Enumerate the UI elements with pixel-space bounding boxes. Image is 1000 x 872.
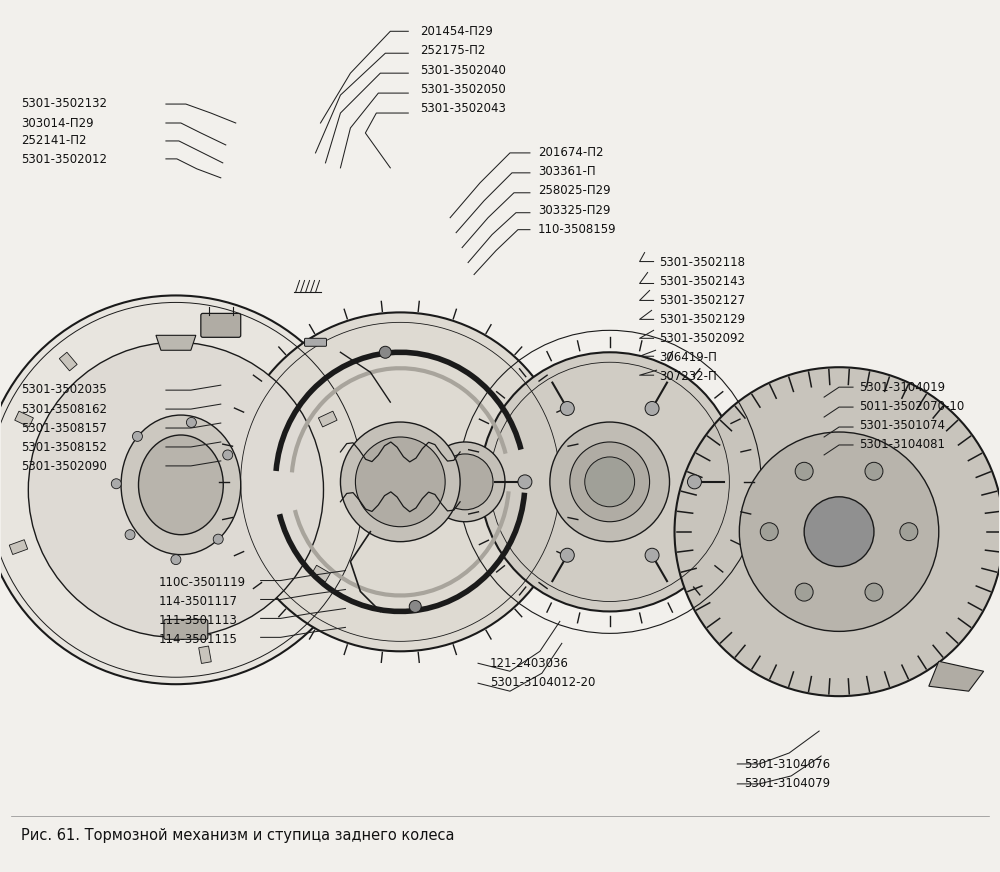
Text: 5301-3104079: 5301-3104079 xyxy=(744,777,830,790)
Text: 5301-3508152: 5301-3508152 xyxy=(21,441,107,453)
Text: 252141-П2: 252141-П2 xyxy=(21,134,87,147)
Circle shape xyxy=(795,462,813,480)
Circle shape xyxy=(900,522,918,541)
Ellipse shape xyxy=(121,415,241,555)
Bar xyxy=(9,540,28,555)
Bar xyxy=(59,352,77,371)
Circle shape xyxy=(437,454,493,510)
Circle shape xyxy=(645,401,659,415)
Bar xyxy=(318,412,337,427)
FancyBboxPatch shape xyxy=(201,313,241,337)
Circle shape xyxy=(171,555,181,564)
Circle shape xyxy=(111,479,121,488)
Text: 5301-3502092: 5301-3502092 xyxy=(660,332,746,345)
Text: Рис. 61. Тормозной механизм и ступица заднего колеса: Рис. 61. Тормозной механизм и ступица за… xyxy=(21,828,455,842)
Text: 5301-3508162: 5301-3508162 xyxy=(21,403,107,416)
Circle shape xyxy=(125,529,135,540)
Text: 121-2403036: 121-2403036 xyxy=(490,657,569,671)
Circle shape xyxy=(739,432,939,631)
Text: 5301-3508157: 5301-3508157 xyxy=(21,422,107,434)
Text: 258025-П29: 258025-П29 xyxy=(538,184,611,197)
Text: 5301-3104019: 5301-3104019 xyxy=(859,381,945,394)
Text: 201454-П29: 201454-П29 xyxy=(420,25,493,38)
Text: 306419-П: 306419-П xyxy=(660,351,717,364)
Circle shape xyxy=(231,312,570,651)
Circle shape xyxy=(223,450,233,460)
Text: 5301-3502035: 5301-3502035 xyxy=(21,384,107,397)
Text: 252175-П2: 252175-П2 xyxy=(420,44,486,58)
Text: 5301-3502143: 5301-3502143 xyxy=(660,275,746,288)
Circle shape xyxy=(675,367,1000,696)
Circle shape xyxy=(560,401,574,415)
Circle shape xyxy=(425,442,505,521)
Circle shape xyxy=(760,522,778,541)
Text: 114-3501115: 114-3501115 xyxy=(159,633,238,646)
Circle shape xyxy=(379,346,391,358)
Bar xyxy=(212,319,226,337)
Circle shape xyxy=(0,296,370,685)
Circle shape xyxy=(480,352,739,611)
Circle shape xyxy=(28,343,323,637)
Circle shape xyxy=(213,535,223,544)
Circle shape xyxy=(550,422,670,542)
Text: 307232-П: 307232-П xyxy=(660,371,717,384)
Text: 110С-3501119: 110С-3501119 xyxy=(159,576,246,589)
Text: 5301-3502090: 5301-3502090 xyxy=(21,460,107,473)
Circle shape xyxy=(518,475,532,489)
Text: 5301-3104076: 5301-3104076 xyxy=(744,758,830,771)
Text: 5301-3502127: 5301-3502127 xyxy=(660,294,746,307)
Circle shape xyxy=(409,601,421,612)
Circle shape xyxy=(865,583,883,601)
Circle shape xyxy=(795,583,813,601)
Text: 5301-3104012-20: 5301-3104012-20 xyxy=(490,677,595,690)
Text: ИДЕЯ: ИДЕЯ xyxy=(341,424,659,521)
Text: 5301-3502129: 5301-3502129 xyxy=(660,313,746,326)
Text: 303361-П: 303361-П xyxy=(538,166,596,178)
Text: 111-3501113: 111-3501113 xyxy=(159,614,238,627)
Polygon shape xyxy=(929,661,984,691)
Circle shape xyxy=(355,437,445,527)
Text: 5301-3501074: 5301-3501074 xyxy=(859,419,945,432)
Circle shape xyxy=(687,475,701,489)
Circle shape xyxy=(865,462,883,480)
Circle shape xyxy=(645,548,659,562)
Circle shape xyxy=(560,548,574,562)
Ellipse shape xyxy=(139,435,223,535)
Text: 114-3501117: 114-3501117 xyxy=(159,595,238,608)
Circle shape xyxy=(186,418,196,427)
Circle shape xyxy=(570,442,650,521)
Circle shape xyxy=(804,497,874,567)
Text: 303325-П29: 303325-П29 xyxy=(538,203,610,216)
Circle shape xyxy=(585,457,635,507)
Bar xyxy=(199,646,211,664)
Text: 5301-3502132: 5301-3502132 xyxy=(21,98,107,111)
FancyBboxPatch shape xyxy=(305,338,326,346)
Text: 303014-П29: 303014-П29 xyxy=(21,117,94,130)
Text: 110-3508159: 110-3508159 xyxy=(538,222,617,235)
Text: 5301-3502050: 5301-3502050 xyxy=(420,83,506,96)
Text: 5301-3502118: 5301-3502118 xyxy=(660,255,746,269)
Text: 5301-3502012: 5301-3502012 xyxy=(21,153,107,166)
FancyBboxPatch shape xyxy=(164,619,208,639)
Text: 201674-П2: 201674-П2 xyxy=(538,146,603,159)
Polygon shape xyxy=(156,336,196,351)
Text: 5301-3502043: 5301-3502043 xyxy=(420,102,506,115)
Text: 5301-3104081: 5301-3104081 xyxy=(859,439,945,451)
Text: 5011-3502070-10: 5011-3502070-10 xyxy=(859,400,964,413)
Bar xyxy=(15,412,33,427)
Bar xyxy=(312,565,330,582)
Circle shape xyxy=(340,422,460,542)
Circle shape xyxy=(132,432,142,441)
Text: 5301-3502040: 5301-3502040 xyxy=(420,64,506,77)
